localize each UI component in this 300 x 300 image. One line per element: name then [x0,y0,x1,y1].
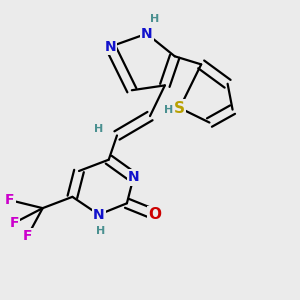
Text: F: F [10,216,19,230]
Text: H: H [96,226,105,236]
Text: N: N [141,27,152,41]
Text: O: O [148,207,161,222]
Text: N: N [93,208,105,222]
Text: H: H [150,14,160,24]
Text: H: H [94,124,104,134]
Text: F: F [5,193,14,207]
Text: N: N [105,40,116,54]
Text: H: H [164,105,173,115]
Text: S: S [174,100,185,116]
Text: F: F [23,229,33,243]
Text: N: N [128,170,139,184]
